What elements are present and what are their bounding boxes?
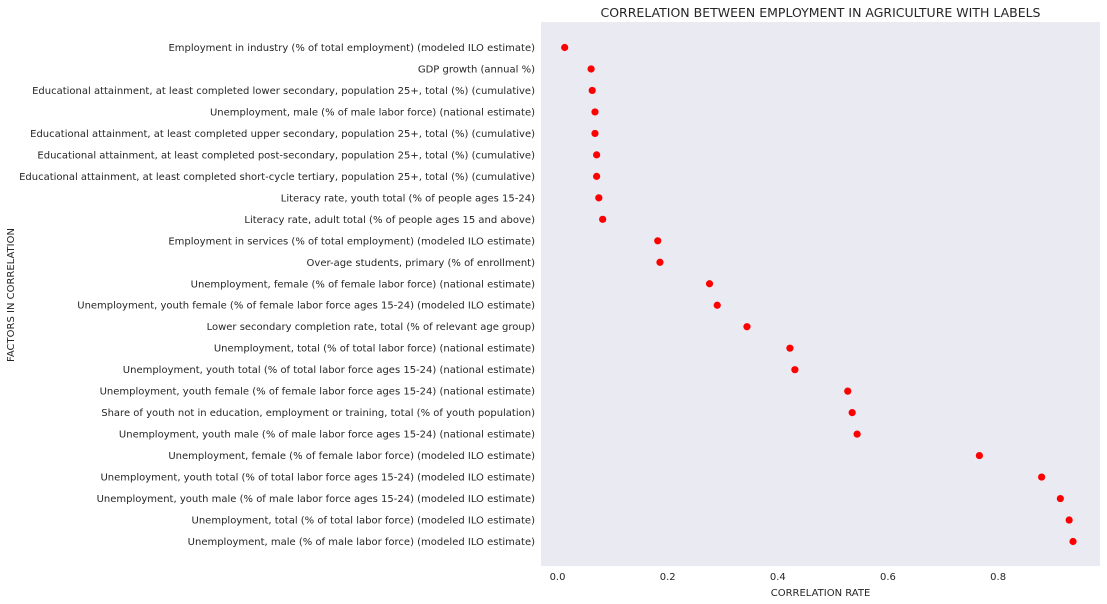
category-label: GDP growth (annual %)	[418, 64, 535, 75]
category-label: Educational attainment, at least complet…	[30, 129, 535, 140]
data-point	[791, 366, 799, 374]
data-point	[654, 237, 662, 245]
data-point	[595, 194, 603, 202]
data-point	[591, 129, 599, 138]
category-label: Unemployment, youth female (% of female …	[100, 387, 536, 398]
category-label: Unemployment, female (% of female labor …	[191, 279, 535, 290]
data-point	[713, 301, 721, 309]
category-label: Employment in services (% of total emplo…	[168, 236, 535, 247]
category-label: Unemployment, youth male (% of male labo…	[97, 494, 536, 505]
category-label: Unemployment, male (% of male labor forc…	[188, 537, 535, 548]
data-point	[705, 280, 714, 288]
category-label: Educational attainment, at least complet…	[32, 86, 535, 97]
category-label: Unemployment, youth total (% of total la…	[100, 473, 535, 484]
x-tick-label: 0.4	[770, 572, 786, 583]
data-points	[561, 43, 1077, 546]
category-label: Over-age students, primary (% of enrollm…	[307, 258, 536, 269]
data-point	[588, 86, 596, 95]
category-label: Educational attainment, at least complet…	[19, 172, 535, 183]
x-tick-label: 0.6	[880, 572, 896, 583]
plot-area	[541, 22, 1100, 566]
category-label: Unemployment, total (% of total labor fo…	[192, 516, 536, 527]
data-point	[844, 387, 852, 395]
category-label: Unemployment, youth female (% of female …	[77, 301, 535, 312]
data-point	[591, 108, 599, 116]
data-point	[853, 430, 861, 438]
chart-title: CORRELATION BETWEEN EMPLOYMENT IN AGRICU…	[600, 5, 1040, 20]
x-tick-label: 0.8	[990, 572, 1006, 583]
data-point	[1038, 473, 1046, 481]
data-point	[743, 323, 751, 331]
category-label: Lower secondary completion rate, total (…	[207, 322, 536, 333]
data-point	[786, 344, 794, 352]
category-label: Literacy rate, adult total (% of people …	[244, 215, 535, 226]
category-label: Unemployment, male (% of male labor forc…	[210, 107, 535, 118]
x-tick-labels: 0.0 0.2 0.4 0.6 0.8	[550, 572, 1006, 583]
data-point	[599, 215, 607, 223]
data-point	[1056, 494, 1064, 503]
data-point	[975, 451, 983, 460]
x-tick-label: 0.2	[660, 572, 676, 583]
data-point	[1069, 537, 1077, 546]
category-label: Employment in industry (% of total emplo…	[168, 43, 535, 54]
category-label: Share of youth not in education, employm…	[101, 408, 535, 419]
category-label: Unemployment, youth male (% of male labo…	[119, 430, 535, 441]
data-point	[593, 151, 601, 159]
data-point	[848, 409, 856, 417]
x-axis-label: CORRELATION RATE	[771, 588, 871, 599]
data-point	[561, 43, 569, 52]
y-axis-label: FACTORS IN CORRELATION	[6, 228, 17, 362]
category-label: Unemployment, total (% of total labor fo…	[214, 344, 535, 355]
category-label: Unemployment, female (% of female labor …	[168, 451, 535, 462]
category-label: Educational attainment, at least complet…	[37, 150, 535, 161]
x-tick-label: 0.0	[550, 572, 566, 583]
category-label: Unemployment, youth total (% of total la…	[123, 365, 535, 376]
category-labels: Employment in industry (% of total emplo…	[19, 43, 535, 548]
data-point	[587, 65, 595, 73]
data-point	[593, 172, 601, 180]
category-label: Literacy rate, youth total (% of people …	[281, 193, 535, 204]
data-point	[656, 258, 664, 266]
data-point	[1065, 516, 1073, 524]
